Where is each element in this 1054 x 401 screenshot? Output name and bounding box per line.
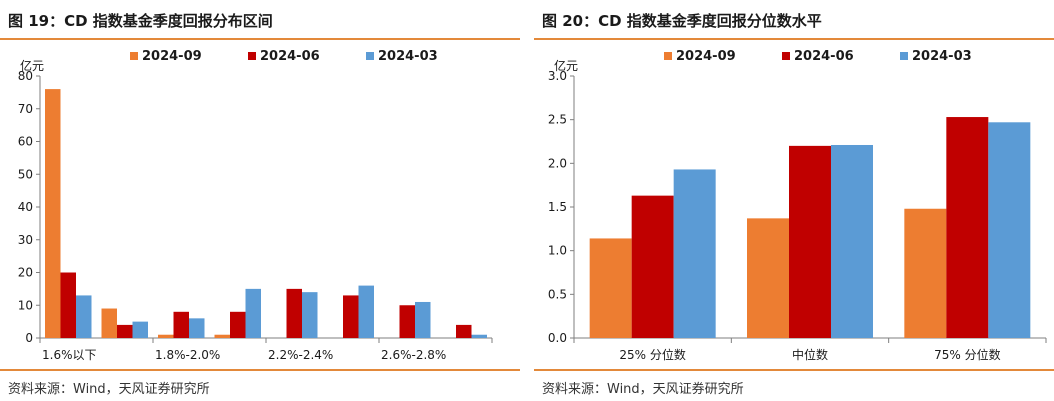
legend-label: 2024-09 <box>142 49 202 64</box>
bar-2024-03 <box>673 169 716 338</box>
bar-2024-09 <box>214 334 230 338</box>
bar-2024-06 <box>173 311 189 338</box>
y-tick-label: 0 <box>25 331 33 345</box>
title-rule <box>534 38 1054 40</box>
y-tick-label: 80 <box>18 69 33 83</box>
legend-swatch <box>664 52 672 60</box>
bar-2024-03 <box>245 288 261 338</box>
legend-swatch <box>366 52 374 60</box>
y-tick-label: 2.5 <box>548 113 567 127</box>
y-tick-label: 20 <box>18 266 33 280</box>
chart-title: 图 20：CD 指数基金季度回报分位数水平 <box>542 12 822 30</box>
chart-panel-right: 图 20：CD 指数基金季度回报分位数水平 亿元 0.0 0.5 1.0 1.5 2.0 2… <box>534 0 1054 401</box>
y-tick-label: 70 <box>18 102 33 116</box>
bar-2024-09 <box>158 334 174 338</box>
legend-label: 2024-06 <box>260 49 320 64</box>
bar-2024-03 <box>471 334 487 338</box>
y-tick-label: 30 <box>18 233 33 247</box>
y-tick-label: 0.5 <box>548 287 567 301</box>
bar-2024-03 <box>302 292 318 338</box>
x-tick-label: 中位数 <box>792 347 828 362</box>
bar-2024-09 <box>747 218 789 338</box>
x-tick-label: 2.6%-2.8% <box>381 348 446 362</box>
source-note: 资料来源：Wind，天风证券研究所 <box>8 382 210 397</box>
x-tick-label: 2.2%-2.4% <box>268 348 333 362</box>
bar-2024-03 <box>76 295 92 338</box>
legend-label: 2024-03 <box>912 49 972 64</box>
source-note: 资料来源：Wind，天风证券研究所 <box>542 382 744 397</box>
bar-2024-03 <box>415 301 431 338</box>
y-tick-label: 2.0 <box>548 156 567 170</box>
bar-2024-06 <box>343 295 359 338</box>
y-tick-label: 10 <box>18 298 33 312</box>
y-tick-label: 60 <box>18 135 33 149</box>
bar-2024-06 <box>230 311 246 338</box>
bar-2024-09 <box>101 308 117 338</box>
bar-2024-06 <box>456 324 472 338</box>
bar-2024-09 <box>589 238 632 338</box>
bar-2024-09 <box>904 208 947 338</box>
x-tick-label: 1.8%-2.0% <box>155 348 220 362</box>
y-tick-label: 0.0 <box>548 331 567 345</box>
chart-title: 图 19：CD 指数基金季度回报分布区间 <box>8 12 273 30</box>
bar-2024-03 <box>831 144 873 338</box>
legend-swatch <box>248 52 256 60</box>
bar-2024-06 <box>789 145 831 338</box>
legend-label: 2024-09 <box>676 49 736 64</box>
chart-panel-left: 图 19：CD 指数基金季度回报分布区间 亿元 0 10 20 30 40 50 60 70 80… <box>0 0 520 401</box>
bar-2024-06 <box>117 324 133 338</box>
bar-2024-06 <box>631 195 674 338</box>
bar-chart-quantiles: 亿元 0.0 0.5 1.0 1.5 2.0 2.5 3.0 25% 分位数 中位数 75% 分位数… <box>548 49 1047 362</box>
legend-swatch <box>782 52 790 60</box>
x-tick-label: 1.6%以下 <box>42 348 97 362</box>
bar-2024-06 <box>399 305 415 338</box>
x-tick-label: 75% 分位数 <box>934 347 1001 362</box>
footer-rule <box>534 369 1054 371</box>
legend-label: 2024-03 <box>378 49 438 64</box>
bar-2024-06 <box>286 288 302 338</box>
title-rule <box>0 38 520 40</box>
bar-2024-03 <box>132 321 148 338</box>
bar-2024-06 <box>60 272 76 338</box>
y-tick-label: 1.5 <box>548 200 567 214</box>
bar-2024-03 <box>358 285 374 338</box>
bar-2024-09 <box>45 89 61 338</box>
legend-label: 2024-06 <box>794 49 854 64</box>
x-tick-label: 25% 分位数 <box>619 347 686 362</box>
y-tick-label: 3.0 <box>548 69 567 83</box>
y-tick-label: 40 <box>18 200 33 214</box>
y-axis-unit-label: 亿元 <box>20 58 44 73</box>
bar-2024-03 <box>189 318 205 338</box>
bar-2024-06 <box>946 117 989 339</box>
y-axis-unit-label: 亿元 <box>554 58 578 73</box>
footer-rule <box>0 369 520 371</box>
y-tick-label: 50 <box>18 167 33 181</box>
bar-chart-distribution: 亿元 0 10 20 30 40 50 60 70 80 1.6%以下 1.8%-2.0% 2.2%-2… <box>18 49 493 362</box>
legend-swatch <box>900 52 908 60</box>
legend-swatch <box>130 52 138 60</box>
y-tick-label: 1.0 <box>548 244 567 258</box>
bar-2024-03 <box>988 122 1031 338</box>
